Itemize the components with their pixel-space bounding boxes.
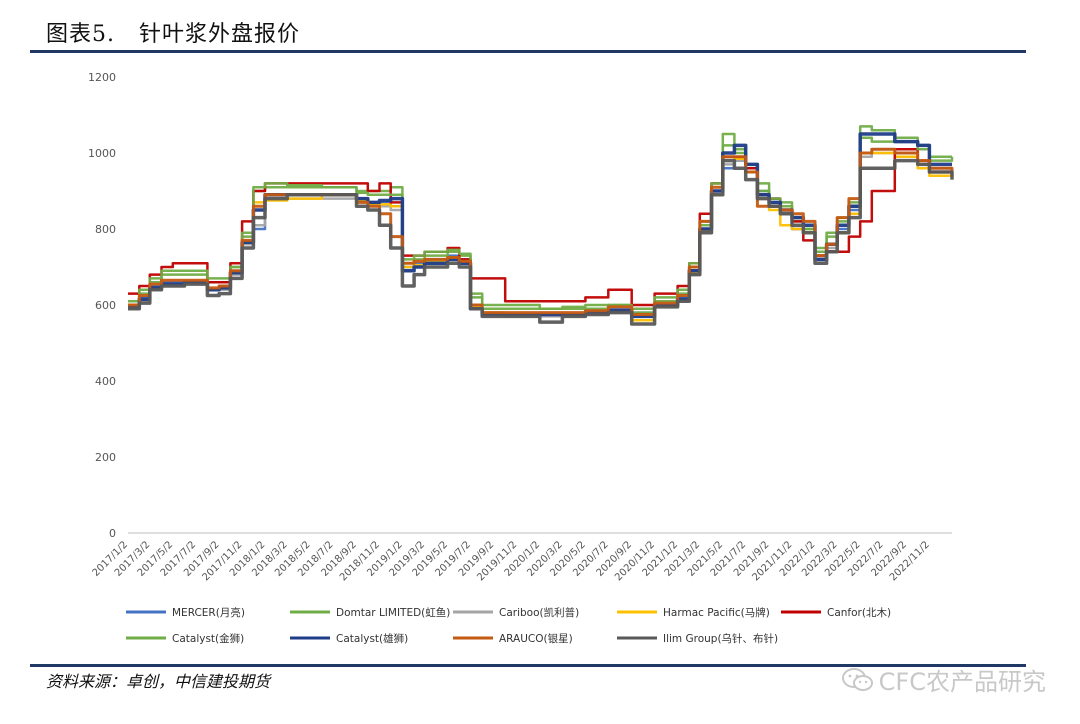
legend-label: Cariboo(凯利普) [499, 606, 579, 619]
y-tick-label: 800 [95, 223, 116, 236]
series-line [128, 147, 954, 307]
figure-number: 图表5. [46, 22, 115, 47]
y-tick-label: 1200 [88, 71, 116, 84]
source-note: 资料来源：卓创，中信建投期货 [46, 672, 271, 691]
series-line [128, 158, 954, 326]
figure-title: 图表5. 针叶浆外盘报价 [46, 16, 300, 48]
legend-label: ARAUCO(银星) [499, 632, 573, 645]
series-line [128, 125, 954, 314]
legend-label: Domtar LIMITED(虹鱼) [336, 606, 450, 619]
y-tick-label: 1000 [88, 147, 116, 160]
watermark: CFC农产品研究 [841, 662, 1046, 697]
bottom-rule [30, 664, 1026, 667]
y-tick-label: 0 [109, 527, 116, 540]
legend-label: Catalyst(金狮) [172, 632, 244, 645]
legend-label: Canfor(北木) [827, 607, 891, 619]
y-tick-label: 200 [95, 451, 116, 464]
y-tick-label: 600 [95, 299, 116, 312]
series-line [128, 136, 952, 311]
series-line [128, 151, 952, 318]
legend-label: Harmac Pacific(马牌) [663, 606, 770, 619]
top-rule [30, 50, 1026, 53]
wechat-icon [841, 667, 873, 691]
legend-label: Ilim Group(乌针、布针) [663, 632, 778, 645]
figure-title-text: 针叶浆外盘报价 [139, 22, 301, 47]
legend-label: MERCER(月亮) [172, 606, 245, 619]
legend-label: Catalyst(雄狮) [336, 632, 408, 645]
watermark-text: CFC农产品研究 [878, 668, 1046, 696]
y-tick-label: 400 [95, 375, 116, 388]
series-line [128, 132, 952, 319]
line-chart: 0200400600800100012002017/1/22017/3/2201… [88, 71, 954, 645]
